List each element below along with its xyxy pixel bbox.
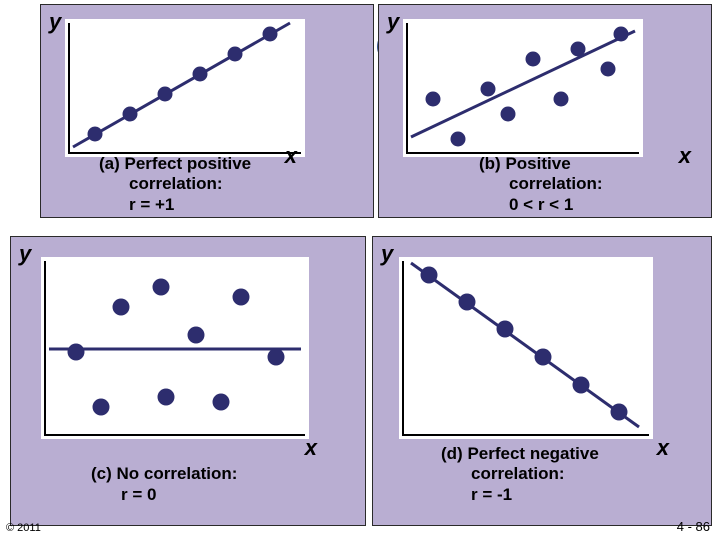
panel-c-caption: (c) No correlation: r = 0: [91, 464, 237, 505]
panel-c-caption-l1: No correlation:: [117, 464, 238, 483]
panel-d-caption-l1: Perfect negative: [467, 444, 598, 463]
panel-b-y-label: y: [387, 9, 399, 35]
panel-b-caption-l1: Positive: [505, 154, 570, 173]
panel-d-x-label: x: [657, 435, 669, 461]
panel-d-svg: [399, 257, 653, 439]
panel-a-caption-l3: r = +1: [99, 195, 251, 215]
panel-d-chart: [399, 257, 653, 439]
panel-d-caption-prefix: (d): [441, 444, 463, 463]
panel-d-y-label: y: [381, 241, 393, 267]
panel-b-svg: [403, 19, 643, 157]
panel-d-caption-l3: r = -1: [441, 485, 599, 505]
panel-b-x-label: x: [679, 143, 691, 169]
panel-c-svg: [41, 257, 309, 439]
panel-a-caption-l2: correlation:: [99, 174, 251, 194]
panel-a-caption-l1: Perfect positive: [125, 154, 252, 173]
panel-c-caption-prefix: (c): [91, 464, 112, 483]
panel-d-caption: (d) Perfect negative correlation: r = -1: [441, 444, 599, 505]
panel-a-svg: [65, 19, 305, 157]
copyright-text: © 2011: [6, 522, 41, 534]
panel-b-caption-prefix: (b): [479, 154, 501, 173]
panel-c-chart: [41, 257, 309, 439]
panel-c: y x (c) No correlation: r = 0: [10, 236, 366, 526]
panel-c-y-label: y: [19, 241, 31, 267]
panel-a-caption: (a) Perfect positive correlation: r = +1: [99, 154, 251, 215]
panel-a-caption-prefix: (a): [99, 154, 120, 173]
panel-c-x-label: x: [305, 435, 317, 461]
panel-d: y x (d) Perfect negative correlation: r …: [372, 236, 712, 526]
panel-d-caption-l2: correlation:: [441, 464, 599, 484]
panel-b-caption-l3: 0 < r < 1: [479, 195, 603, 215]
panel-a: y x (a) Perfect positive correlation: r …: [40, 4, 374, 218]
panel-b-caption-l2: correlation:: [479, 174, 603, 194]
panel-a-chart: [65, 19, 305, 157]
panel-a-x-label: x: [285, 143, 297, 169]
panel-c-caption-l2: r = 0: [91, 485, 237, 505]
panel-b-chart: [403, 19, 643, 157]
panel-a-y-label: y: [49, 9, 61, 35]
panel-b-caption: (b) Positive correlation: 0 < r < 1: [479, 154, 603, 215]
page-number: 4 - 86: [677, 519, 710, 534]
panel-b: y x (b) Positive correlation: 0 < r < 1: [378, 4, 712, 218]
